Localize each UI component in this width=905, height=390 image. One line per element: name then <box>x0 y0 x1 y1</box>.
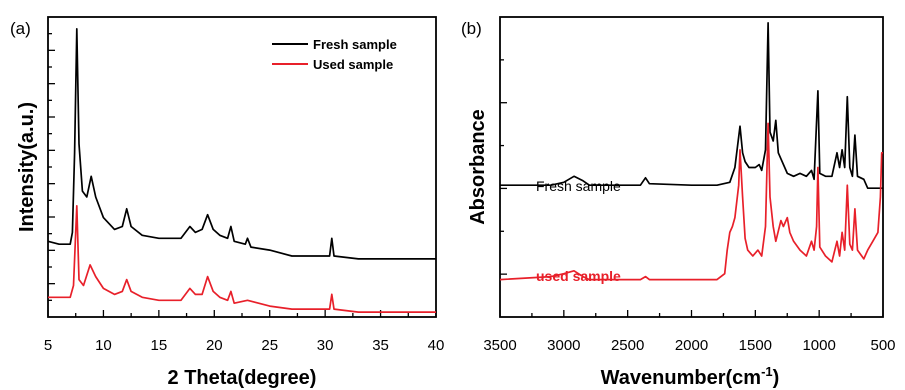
panel-a-xrd-chart: (a) 5 10 15 20 25 30 35 40 Fresh sample Used sa… <box>10 16 445 389</box>
legend-label-fresh: Fresh sample <box>313 37 397 52</box>
panel-a-y-axis-title: Intensity(a.u.) <box>16 102 38 232</box>
panel-b-x-tick-labels: 3500 3000 2500 2000 1500 1000 500 <box>483 337 895 354</box>
x-tick-label: 10 <box>95 337 112 354</box>
panel-a-label: (a) <box>10 19 31 38</box>
x-tick-label: 30 <box>317 337 334 354</box>
panel-b-series <box>499 22 883 281</box>
panel-a-x-tick-labels: 5 10 15 20 25 30 35 40 <box>44 337 445 354</box>
panel-a-x-axis-title: 2 Theta(degree) <box>168 367 317 389</box>
series-line-used <box>499 122 883 281</box>
panel-a-legend: Fresh sample Used sample <box>272 37 397 72</box>
legend-label-used: Used sample <box>313 57 393 72</box>
series-line-fresh <box>47 28 436 260</box>
series-line-used <box>48 204 436 313</box>
series-line-fresh <box>500 22 883 190</box>
x-tick-label: 40 <box>428 337 445 354</box>
x-tick-label: 15 <box>151 337 168 354</box>
x-tick-label: 3000 <box>547 337 580 354</box>
x-axis-title-close: ) <box>773 367 780 389</box>
panel-a-series <box>47 28 436 313</box>
annotation-fresh-sample: Fresh sample <box>536 178 621 194</box>
annotation-used-sample: used sample <box>536 268 621 284</box>
x-axis-title-main: Wavenumber(cm <box>601 367 761 389</box>
panel-b-axis-ticks <box>499 59 884 317</box>
x-tick-label: 3500 <box>483 337 516 354</box>
x-tick-label: 1500 <box>739 337 772 354</box>
x-tick-label: 2500 <box>611 337 644 354</box>
panel-b-label: (b) <box>461 19 482 38</box>
x-axis-title-superscript: -1 <box>761 364 773 379</box>
x-tick-label: 20 <box>206 337 223 354</box>
panel-b-ir-chart: (b) 3500 3000 2500 2000 1500 1000 500 Fresh sa… <box>461 16 896 389</box>
panel-a-axis-ticks <box>47 33 437 317</box>
x-tick-label: 25 <box>261 337 278 354</box>
x-tick-label: 1000 <box>802 337 835 354</box>
x-tick-label: 500 <box>870 337 895 354</box>
panel-b-x-axis-title: Wavenumber(cm-1) <box>601 364 780 389</box>
panel-b-y-axis-title: Absorbance <box>467 109 489 225</box>
x-tick-label: 2000 <box>675 337 708 354</box>
x-tick-label: 5 <box>44 337 52 354</box>
x-tick-label: 35 <box>372 337 389 354</box>
